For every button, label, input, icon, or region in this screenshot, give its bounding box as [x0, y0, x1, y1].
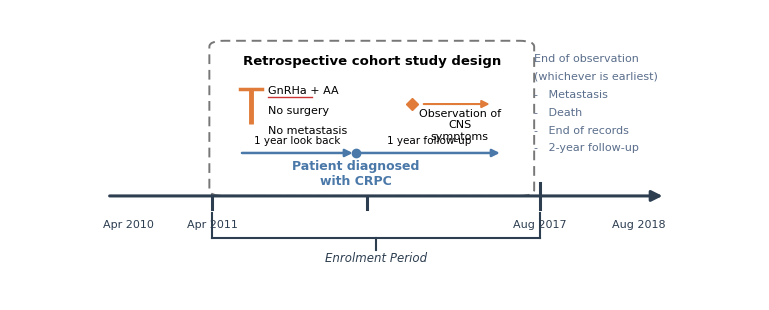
- Text: No metastasis: No metastasis: [268, 126, 347, 135]
- Text: Enrolment Period: Enrolment Period: [325, 252, 428, 265]
- Text: GnRHa + AA: GnRHa + AA: [268, 86, 338, 96]
- Text: -   Metastasis: - Metastasis: [534, 90, 608, 100]
- Text: Patient diagnosed
with CRPC: Patient diagnosed with CRPC: [292, 160, 419, 188]
- Text: Aug 2017: Aug 2017: [514, 220, 567, 230]
- Text: 1 year look back: 1 year look back: [255, 136, 341, 146]
- Text: No surgery: No surgery: [268, 106, 329, 117]
- Text: -   2-year follow-up: - 2-year follow-up: [534, 144, 639, 153]
- Text: Apr 2010: Apr 2010: [104, 220, 155, 230]
- Text: -   End of records: - End of records: [534, 126, 629, 135]
- FancyBboxPatch shape: [209, 41, 534, 196]
- Text: End of observation: End of observation: [534, 54, 639, 64]
- Text: Retrospective cohort study design: Retrospective cohort study design: [243, 55, 501, 68]
- Text: -   Death: - Death: [534, 108, 582, 117]
- Text: Aug 2018: Aug 2018: [611, 220, 665, 230]
- Text: 1 year follow-up: 1 year follow-up: [387, 136, 471, 146]
- Text: (whichever is earliest): (whichever is earliest): [534, 72, 658, 82]
- Text: Observation of
CNS
symptoms: Observation of CNS symptoms: [418, 109, 501, 142]
- Text: Apr 2011: Apr 2011: [187, 220, 238, 230]
